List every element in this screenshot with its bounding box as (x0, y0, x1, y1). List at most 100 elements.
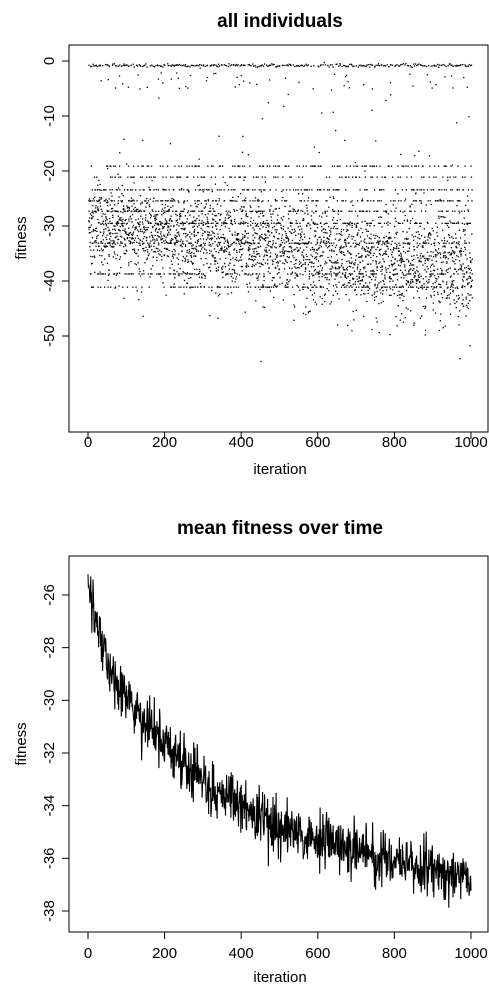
data-point (183, 279, 186, 282)
data-point (108, 269, 110, 271)
data-point (214, 210, 216, 212)
data-point (235, 286, 237, 288)
data-point (227, 189, 230, 191)
data-point (245, 242, 247, 244)
data-point (307, 287, 309, 289)
data-point (471, 297, 473, 299)
data-point (352, 204, 354, 207)
data-point (196, 249, 198, 251)
data-point (341, 65, 343, 68)
data-point (470, 165, 472, 167)
data-point (320, 246, 323, 248)
data-point (339, 64, 341, 66)
data-point (147, 200, 150, 202)
data-point (208, 249, 211, 252)
data-point (178, 225, 180, 227)
data-point (229, 176, 231, 178)
data-point (269, 290, 271, 292)
data-point (175, 238, 177, 240)
data-point (289, 205, 291, 207)
data-point (375, 273, 377, 275)
data-point (108, 255, 110, 257)
data-point (153, 251, 155, 253)
data-point (455, 242, 458, 244)
data-point (306, 297, 308, 299)
data-point (378, 262, 380, 265)
data-point (296, 273, 298, 275)
data-point (203, 207, 205, 209)
data-point (400, 153, 402, 155)
data-point (219, 258, 221, 260)
data-point (178, 274, 180, 277)
data-point (318, 276, 320, 278)
data-point (292, 255, 294, 257)
data-point (452, 242, 454, 244)
data-point (160, 65, 163, 67)
data-point (379, 240, 381, 242)
data-point (316, 256, 318, 258)
data-point (301, 231, 303, 233)
data-point (443, 290, 445, 292)
data-point (380, 216, 383, 218)
data-point (262, 65, 265, 67)
data-point (205, 203, 207, 205)
data-point (167, 234, 169, 236)
data-point (328, 242, 331, 244)
data-point (167, 205, 169, 207)
data-point (157, 235, 159, 237)
data-point (398, 200, 400, 202)
data-point (248, 273, 250, 275)
data-point (128, 233, 130, 235)
data-point (261, 64, 263, 66)
data-point (190, 260, 192, 262)
data-point (190, 210, 192, 212)
data-point (163, 226, 165, 228)
data-point (435, 256, 437, 258)
data-point (240, 241, 242, 243)
data-point (413, 249, 416, 251)
data-point (389, 82, 392, 84)
data-point (412, 264, 415, 266)
data-point (101, 250, 104, 252)
data-point (469, 300, 471, 302)
data-point (411, 234, 413, 236)
data-point (187, 261, 189, 263)
data-point (363, 240, 365, 242)
data-point (457, 242, 459, 245)
data-point (234, 281, 236, 283)
data-point (362, 246, 364, 248)
data-point (123, 210, 125, 212)
data-point (176, 271, 178, 273)
data-point (128, 209, 130, 211)
data-point (213, 64, 215, 66)
data-point (467, 189, 469, 191)
data-point (154, 222, 157, 224)
data-point (122, 195, 124, 197)
data-point (363, 286, 365, 288)
data-point (364, 189, 366, 191)
data-point (408, 247, 411, 249)
data-point (170, 215, 172, 217)
data-point (125, 231, 127, 233)
data-point (149, 65, 152, 67)
data-point (209, 252, 211, 255)
data-point (311, 246, 314, 249)
data-point (459, 200, 461, 202)
data-point (295, 242, 297, 244)
data-point (326, 222, 328, 224)
y-tick-label: -10 (41, 105, 58, 127)
data-point (217, 222, 219, 224)
data-point (370, 200, 372, 202)
data-point (250, 65, 252, 67)
data-point (322, 64, 324, 66)
data-point (143, 247, 145, 250)
data-point (323, 223, 325, 225)
data-point (385, 211, 387, 213)
data-point (143, 226, 145, 229)
data-point (360, 227, 362, 230)
data-point (182, 222, 185, 224)
data-point (435, 65, 437, 67)
data-point (297, 209, 300, 211)
data-point (345, 176, 347, 178)
data-point (402, 286, 404, 288)
